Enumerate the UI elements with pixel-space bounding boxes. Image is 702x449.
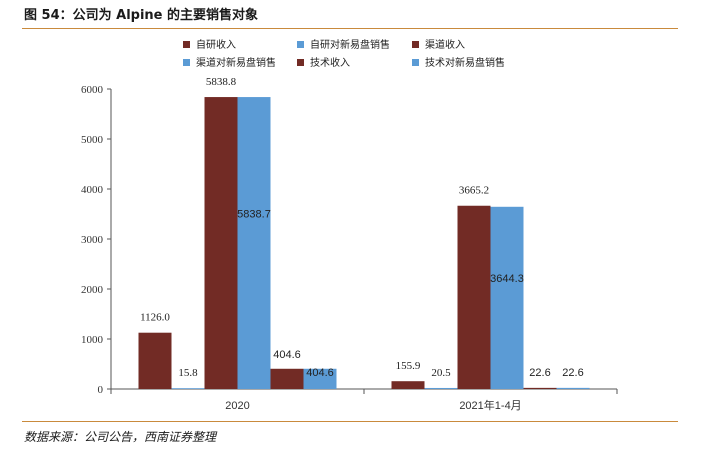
y-axis: 0 1000 2000 3000 4000 5000 6000 — [81, 84, 112, 396]
x-category-label: 2021年1-4月 — [459, 398, 521, 412]
y-tick-label: 5000 — [81, 134, 104, 146]
y-tick-label: 4000 — [81, 184, 104, 196]
data-label: 15.8 — [178, 367, 198, 379]
data-label: 5838.7 — [237, 209, 271, 221]
top-divider — [22, 28, 678, 29]
bottom-divider — [22, 421, 678, 422]
bar — [490, 206, 524, 389]
y-tick-label: 3000 — [81, 234, 104, 246]
bar — [138, 332, 172, 389]
data-label: 3665.2 — [459, 185, 489, 197]
data-label: 5838.8 — [206, 76, 237, 88]
bar — [523, 387, 557, 389]
legend-swatch — [183, 59, 190, 66]
y-tick-label: 6000 — [81, 84, 104, 96]
bar — [270, 368, 304, 389]
bar-series — [138, 97, 590, 389]
bar — [204, 97, 238, 389]
legend-swatch — [412, 59, 419, 66]
bar — [391, 381, 425, 389]
source-note: 数据来源：公司公告，西南证券整理 — [24, 430, 217, 444]
data-label: 3644.3 — [490, 273, 524, 285]
legend-label: 技术对新易盘销售 — [425, 56, 505, 69]
legend-swatch — [183, 41, 190, 48]
legend-swatch — [412, 41, 419, 48]
bar — [237, 97, 271, 389]
bar — [171, 388, 205, 389]
legend-label: 自研收入 — [196, 38, 236, 51]
data-label: 22.6 — [562, 367, 583, 379]
y-tick-label: 0 — [98, 384, 104, 396]
y-tick-label: 2000 — [81, 284, 104, 296]
figure-title: 图 54：公司为 Alpine 的主要销售对象 — [24, 8, 259, 23]
legend-label: 渠道收入 — [425, 38, 465, 51]
data-label: 22.6 — [529, 367, 550, 379]
x-category-label: 2020 — [225, 400, 249, 412]
bar — [457, 205, 491, 389]
data-label: 1126.0 — [140, 312, 170, 324]
data-label: 404.6 — [306, 367, 334, 379]
legend-label: 渠道对新易盘销售 — [196, 56, 276, 69]
bar — [556, 387, 590, 389]
legend-swatch — [297, 41, 304, 48]
bar — [424, 387, 458, 389]
data-label: 20.5 — [431, 367, 451, 379]
y-tick-label: 1000 — [81, 334, 104, 346]
data-labels: 1126.0 15.8 5838.8 5838.7 404.6 404.6 155.9 20.… — [140, 76, 584, 379]
legend-label: 自研对新易盘销售 — [310, 38, 390, 51]
data-label: 404.6 — [273, 349, 301, 361]
bar — [303, 368, 337, 389]
data-label: 155.9 — [396, 360, 421, 372]
legend-swatch — [297, 59, 304, 66]
x-axis: 2020 2021年1-4月 — [110, 388, 618, 412]
legend-label: 技术收入 — [310, 56, 350, 69]
